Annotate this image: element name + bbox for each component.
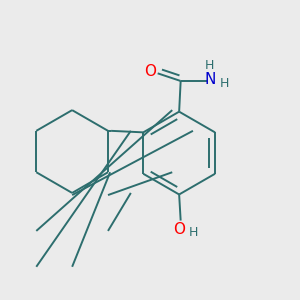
Text: O: O bbox=[173, 222, 185, 237]
Text: H: H bbox=[205, 58, 214, 71]
Text: N: N bbox=[204, 72, 215, 87]
Text: H: H bbox=[220, 77, 229, 90]
Text: O: O bbox=[144, 64, 156, 79]
Text: H: H bbox=[188, 226, 198, 239]
